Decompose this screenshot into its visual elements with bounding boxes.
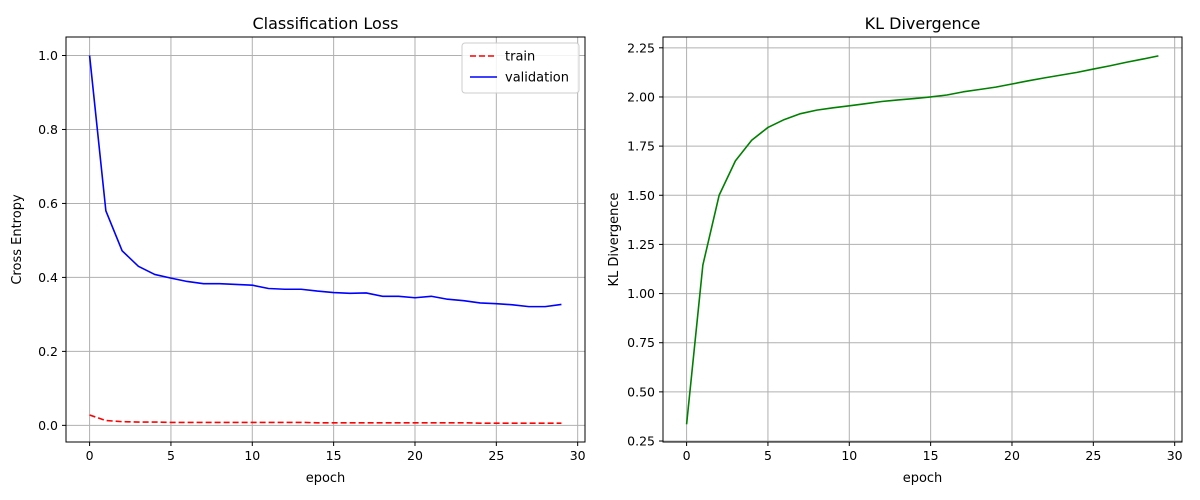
legend: train validation (461, 42, 580, 94)
y-tick-label: 0.8 (38, 122, 58, 137)
x-axis-label: epoch (903, 471, 943, 486)
series-line-train (89, 414, 562, 424)
series-line-validation (88, 55, 562, 308)
x-tick-label: 10 (244, 448, 260, 463)
x-tick-label: 0 (683, 448, 691, 463)
x-tick-label: 25 (1085, 448, 1101, 463)
grid-lines (663, 37, 1182, 442)
y-tick-label: 1.25 (627, 237, 655, 252)
y-tick-label: 1.75 (627, 139, 655, 154)
grid-lines (66, 37, 585, 442)
legend-label-train: train (505, 50, 535, 65)
y-tick-label: 2.00 (627, 89, 655, 104)
x-tick-label: 5 (167, 448, 175, 463)
x-tick-label: 15 (326, 448, 342, 463)
y-tick-label: 0.75 (627, 335, 655, 350)
x-tick-label: 15 (923, 448, 939, 463)
x-tick-label: 20 (1004, 448, 1020, 463)
plot-frame (662, 36, 1183, 443)
x-axis-label: epoch (306, 471, 346, 486)
legend-label-validation: validation (505, 71, 569, 86)
x-tick-label: 10 (841, 448, 857, 463)
y-tick-label: 0.2 (38, 344, 58, 359)
y-tick-label: 0.0 (38, 418, 58, 433)
y-tick-label: 1.00 (627, 286, 655, 301)
x-tick-label: 0 (86, 448, 94, 463)
x-tick-label: 30 (1167, 448, 1183, 463)
chart-kl-divergence: 0 5 10 15 20 25 30 0.25 0.50 0.75 1.00 1.25 1.50 1.75… (607, 14, 1183, 486)
x-tick-label: 5 (764, 448, 772, 463)
y-tick-label: 2.25 (627, 40, 655, 55)
y-axis-label: Cross Entropy (10, 194, 25, 285)
y-axis-label: KL Divergence (607, 193, 622, 287)
series-line-series-0 (685, 55, 1159, 425)
y-tick-label: 1.50 (627, 188, 655, 203)
y-tick-label: 0.50 (627, 384, 655, 399)
x-tick-label: 20 (407, 448, 423, 463)
chart-title: Classification Loss (252, 14, 398, 33)
y-tick-label: 0.4 (38, 270, 58, 285)
x-tick-label: 25 (488, 448, 504, 463)
y-tick-label: 0.25 (627, 434, 655, 449)
y-tick-label: 0.6 (38, 196, 58, 211)
y-tick-label: 1.0 (38, 48, 58, 63)
x-tick-label: 30 (570, 448, 586, 463)
chart-classification-loss: 0 5 10 15 20 25 30 0.0 0.2 0.4 0.6 0.8 1.0 Classifica… (10, 14, 586, 486)
chart-title: KL Divergence (865, 14, 981, 33)
plot-frame (65, 36, 586, 443)
